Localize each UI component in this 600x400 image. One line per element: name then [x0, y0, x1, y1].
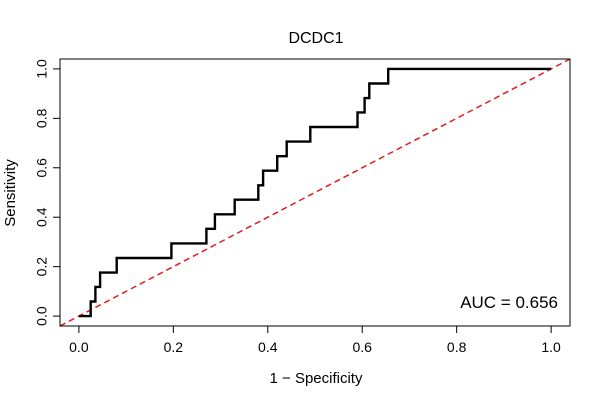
x-tick-label: 0.4	[258, 339, 278, 355]
x-tick-label: 0.0	[69, 339, 89, 355]
auc-annotation: AUC = 0.656	[460, 293, 558, 312]
x-tick-label: 0.2	[164, 339, 184, 355]
x-tick-label: 1.0	[541, 339, 561, 355]
x-tick-label: 0.6	[352, 339, 372, 355]
y-tick-label: 0.8	[34, 108, 50, 128]
plot-frame	[59, 58, 571, 327]
x-axis-label: 1 − Specificity	[270, 370, 363, 387]
x-tick-label: 0.8	[447, 339, 467, 355]
reference-diagonal-line	[59, 58, 571, 327]
y-tick-label: 0.0	[34, 306, 50, 326]
chart-title: DCDC1	[288, 30, 343, 47]
y-axis-label: Sensitivity	[2, 159, 19, 227]
y-tick-label: 1.0	[34, 59, 50, 79]
y-tick-label: 0.2	[34, 257, 50, 277]
roc-curve-line	[78, 67, 552, 318]
y-tick-label: 0.6	[34, 158, 50, 178]
y-tick-label: 0.4	[34, 207, 50, 227]
